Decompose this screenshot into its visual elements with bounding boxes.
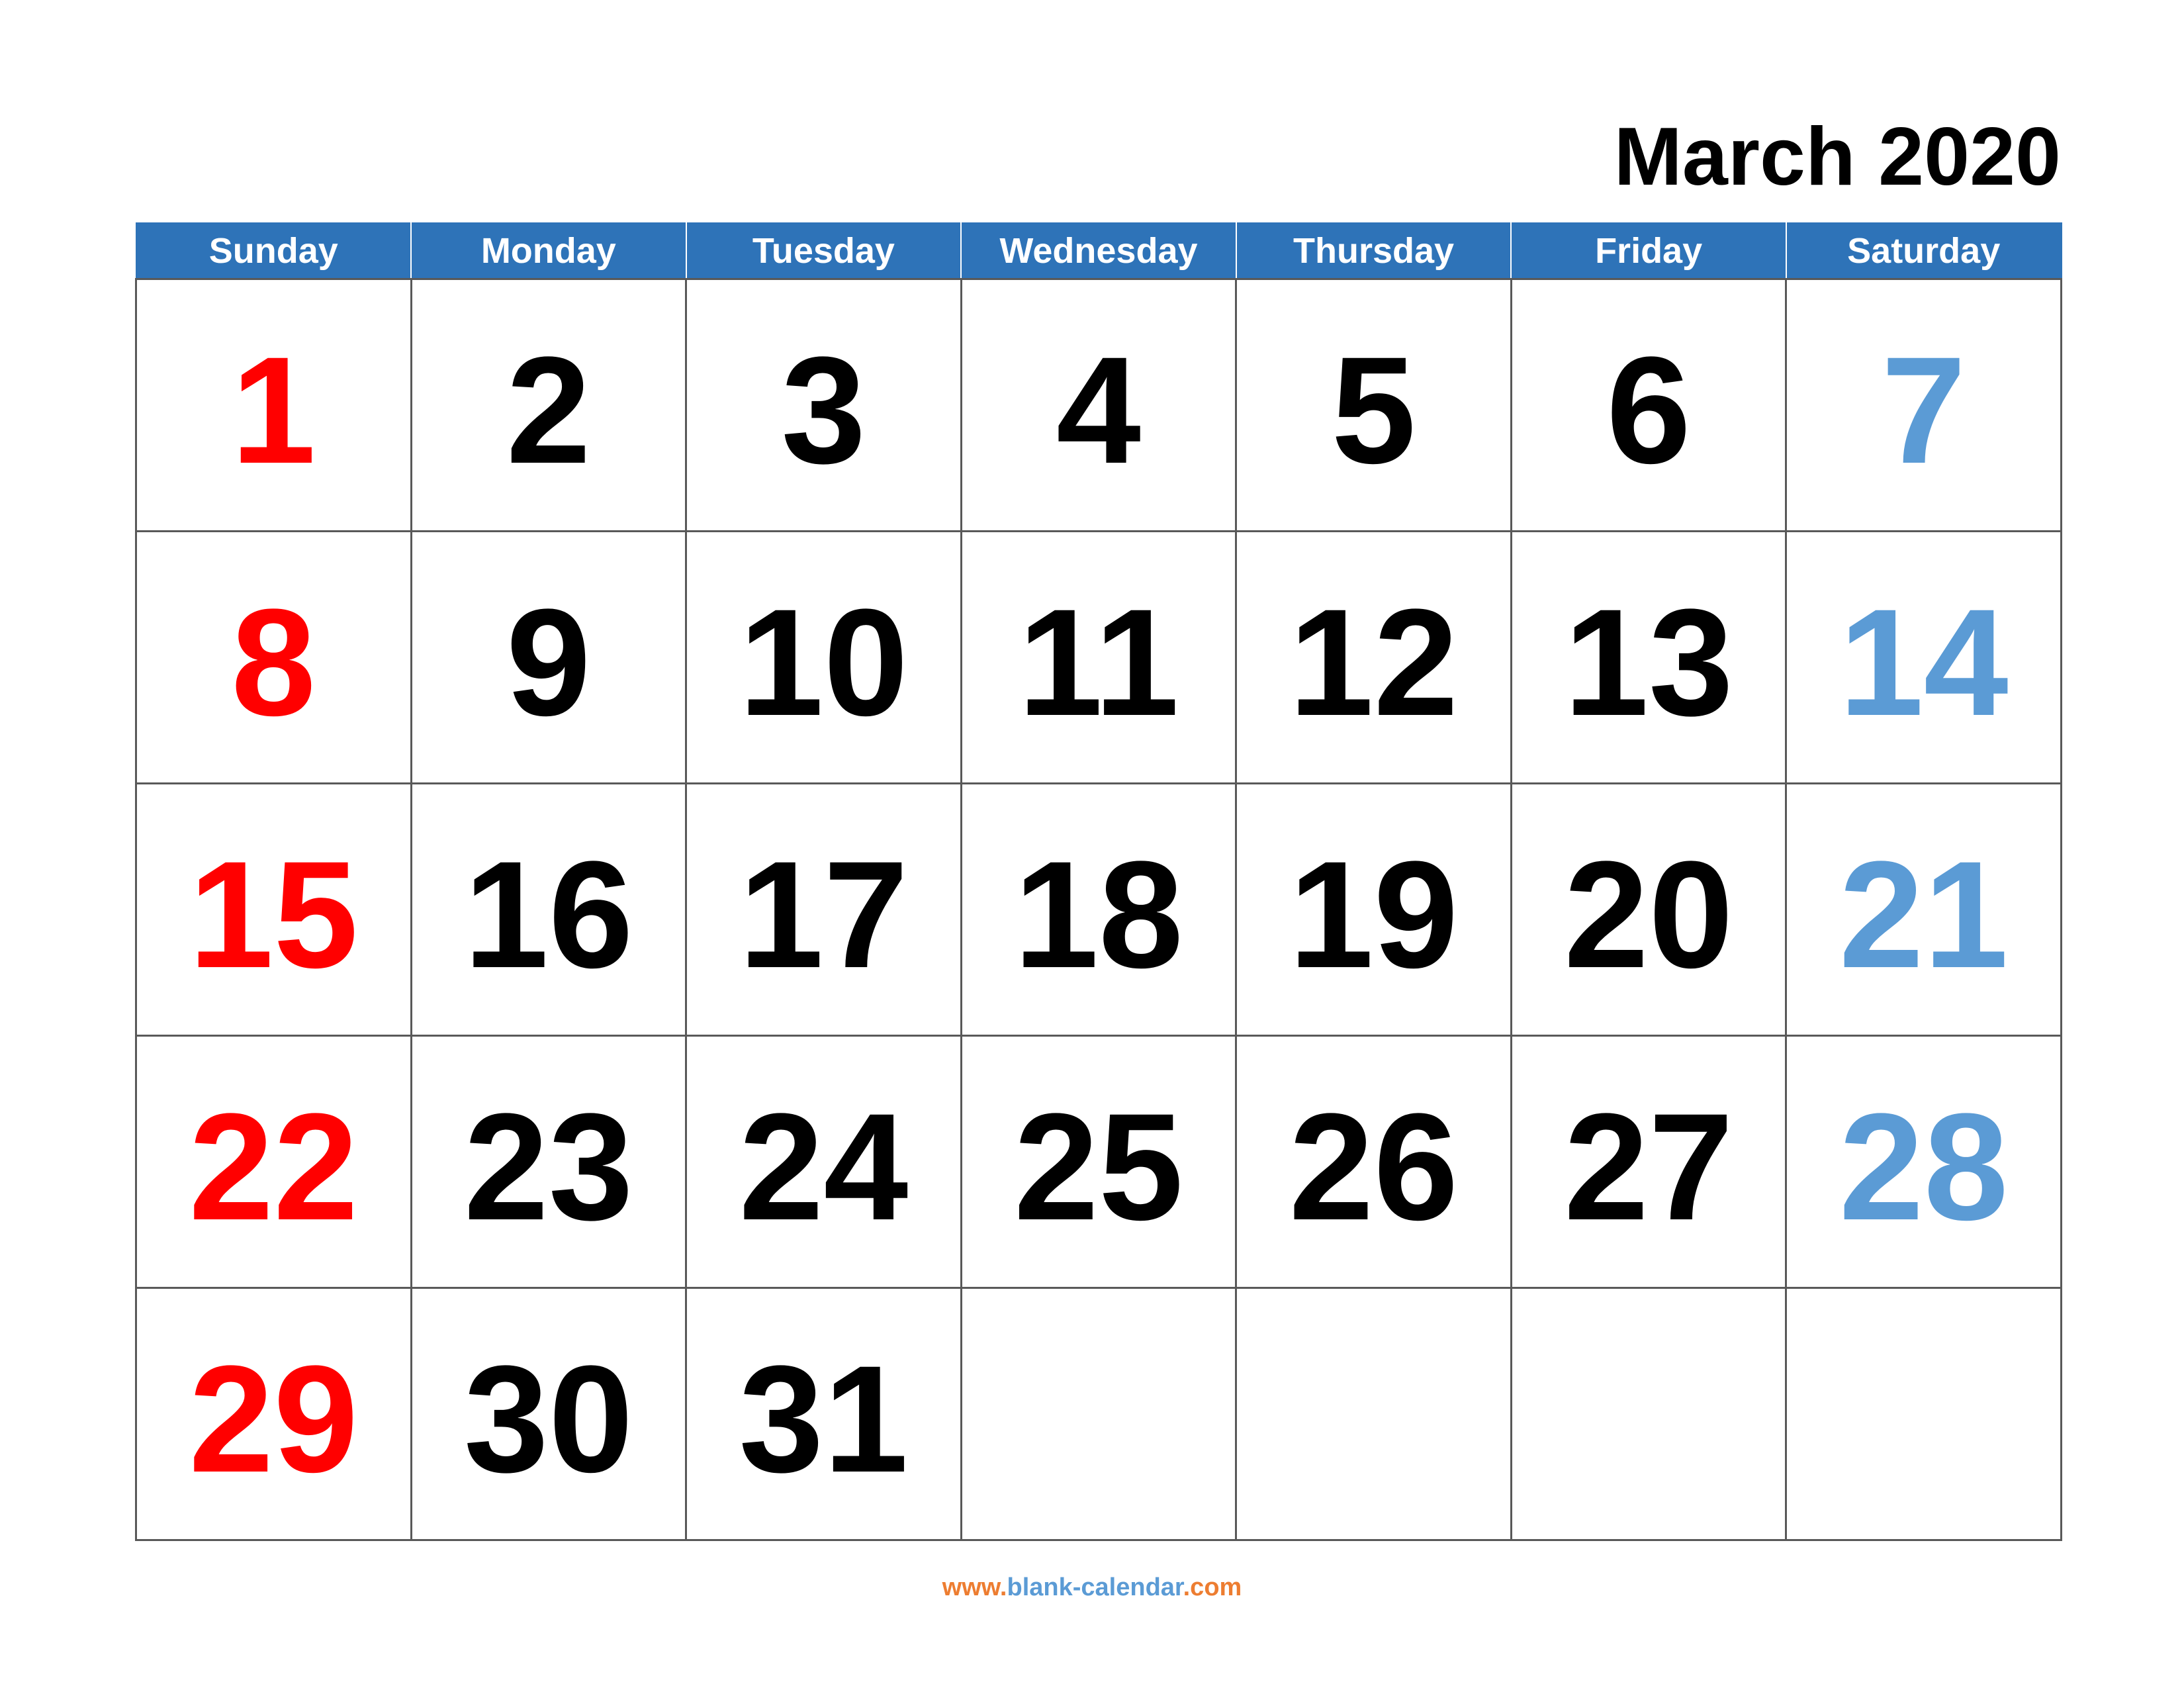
day-number: 8 — [231, 577, 316, 747]
day-cell: 10 — [685, 530, 962, 784]
day-cell: 24 — [685, 1035, 962, 1289]
day-number: 1 — [231, 325, 316, 495]
day-cell: 28 — [1785, 1035, 2062, 1289]
day-number: 7 — [1881, 325, 1966, 495]
day-number: 31 — [739, 1334, 909, 1504]
day-cell: 9 — [410, 530, 688, 784]
day-number: 3 — [781, 325, 866, 495]
weekday-tuesday: Tuesday — [685, 222, 962, 280]
day-cell: 14 — [1785, 530, 2062, 784]
day-number: 26 — [1289, 1082, 1459, 1252]
day-cell: 6 — [1510, 278, 1788, 532]
day-cell: 17 — [685, 782, 962, 1037]
day-cell: 8 — [135, 530, 412, 784]
day-cell: 31 — [685, 1287, 962, 1541]
day-number: 4 — [1056, 325, 1141, 495]
day-cell: 4 — [960, 278, 1238, 532]
day-number: 15 — [189, 829, 359, 1000]
day-number: 20 — [1564, 829, 1734, 1000]
day-cell: 11 — [960, 530, 1238, 784]
day-cell: 21 — [1785, 782, 2062, 1037]
day-number: 21 — [1839, 829, 2009, 1000]
day-number: 24 — [739, 1082, 909, 1252]
week-row: 29 30 31 — [135, 1287, 2062, 1541]
day-cell: 12 — [1235, 530, 1512, 784]
day-number: 16 — [463, 829, 633, 1000]
day-number: 12 — [1289, 577, 1459, 747]
day-number: 27 — [1564, 1082, 1734, 1252]
day-cell: 5 — [1235, 278, 1512, 532]
day-cell: 29 — [135, 1287, 412, 1541]
weekday-thursday: Thursday — [1235, 222, 1512, 280]
day-cell: 13 — [1510, 530, 1788, 784]
footer-url-suffix: .com — [1183, 1573, 1242, 1601]
day-cell: 3 — [685, 278, 962, 532]
day-number: 13 — [1564, 577, 1734, 747]
day-number: 22 — [189, 1082, 359, 1252]
day-number: 6 — [1606, 325, 1692, 495]
day-cell: 30 — [410, 1287, 688, 1541]
day-cell: 15 — [135, 782, 412, 1037]
day-cell: 20 — [1510, 782, 1788, 1037]
day-cell: 25 — [960, 1035, 1238, 1289]
weekday-header-row: Sunday Monday Tuesday Wednesday Thursday… — [135, 222, 2062, 280]
day-cell: 1 — [135, 278, 412, 532]
footer-url-prefix: www. — [942, 1573, 1007, 1601]
weekday-monday: Monday — [410, 222, 687, 280]
day-number: 2 — [506, 325, 591, 495]
day-number: 25 — [1014, 1082, 1183, 1252]
day-number: 29 — [189, 1334, 359, 1504]
day-cell: 18 — [960, 782, 1238, 1037]
day-number: 14 — [1839, 577, 2009, 747]
day-number: 5 — [1331, 325, 1416, 495]
day-cell — [960, 1287, 1238, 1541]
day-number: 30 — [463, 1334, 633, 1504]
weekday-friday: Friday — [1510, 222, 1787, 280]
day-cell: 26 — [1235, 1035, 1512, 1289]
day-number: 28 — [1839, 1082, 2009, 1252]
footer-website-link[interactable]: www.blank-calendar.com — [0, 1573, 2184, 1602]
day-number: 10 — [739, 577, 909, 747]
weekday-sunday: Sunday — [135, 222, 412, 280]
day-cell — [1785, 1287, 2062, 1541]
day-number: 19 — [1289, 829, 1459, 1000]
week-row: 22 23 24 25 26 27 28 — [135, 1035, 2062, 1289]
week-row: 15 16 17 18 19 20 21 — [135, 782, 2062, 1037]
day-number: 9 — [506, 577, 591, 747]
week-row: 8 9 10 11 12 13 14 — [135, 530, 2062, 784]
day-cell — [1235, 1287, 1512, 1541]
day-cell: 7 — [1785, 278, 2062, 532]
calendar-title: March 2020 — [1614, 111, 2061, 203]
day-cell — [1510, 1287, 1788, 1541]
day-number: 23 — [463, 1082, 633, 1252]
weekday-saturday: Saturday — [1785, 222, 2062, 280]
day-cell: 19 — [1235, 782, 1512, 1037]
day-number: 18 — [1014, 829, 1183, 1000]
day-number: 11 — [1018, 577, 1179, 747]
weekday-wednesday: Wednesday — [960, 222, 1237, 280]
day-cell: 27 — [1510, 1035, 1788, 1289]
day-cell: 22 — [135, 1035, 412, 1289]
day-number: 17 — [739, 829, 909, 1000]
calendar-grid: Sunday Monday Tuesday Wednesday Thursday… — [135, 222, 2062, 1541]
footer-url-domain: blank-calendar — [1007, 1573, 1183, 1601]
week-row: 1 2 3 4 5 6 7 — [135, 278, 2062, 532]
day-cell: 2 — [410, 278, 688, 532]
day-cell: 23 — [410, 1035, 688, 1289]
day-cell: 16 — [410, 782, 688, 1037]
